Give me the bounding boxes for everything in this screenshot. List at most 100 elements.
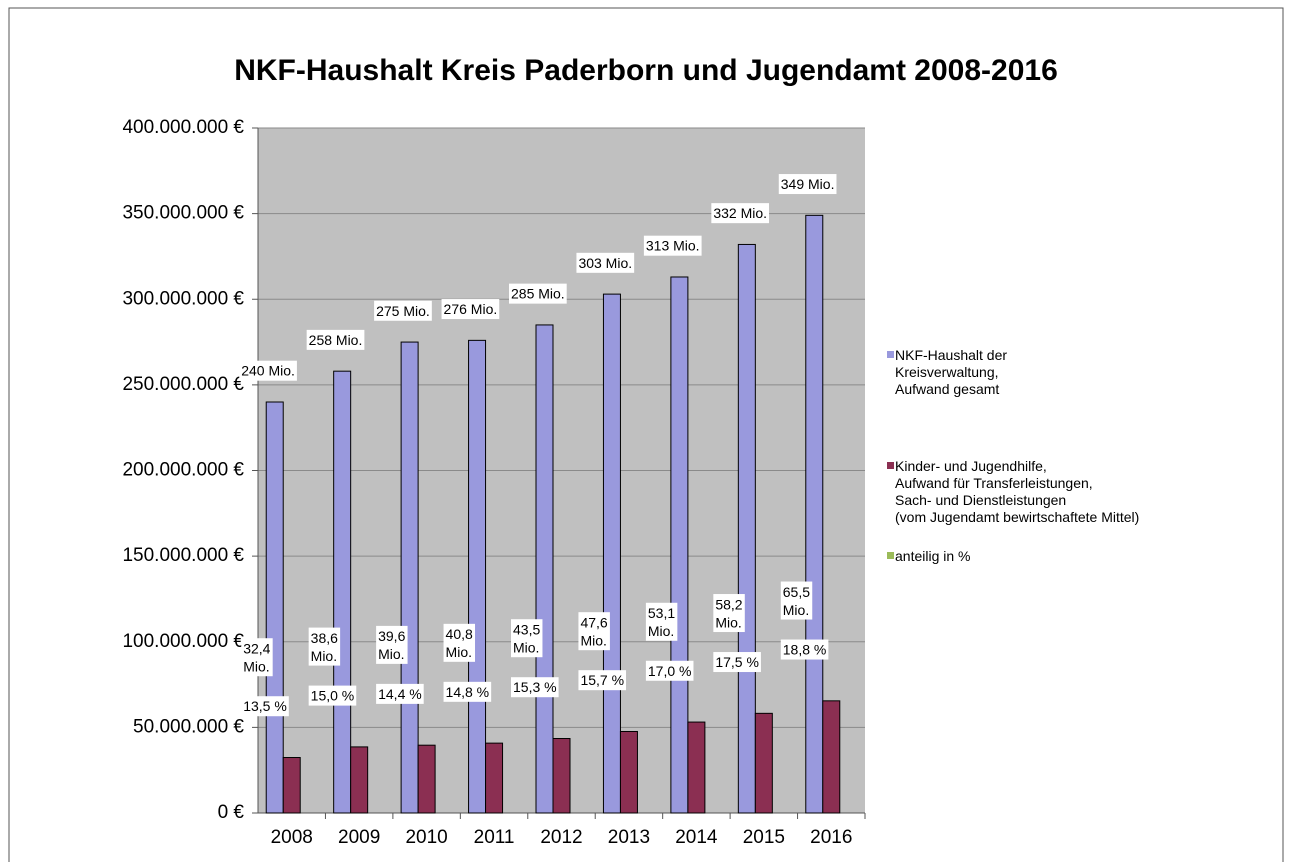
data-label: 15,3 % [513, 679, 557, 695]
bar [265, 401, 284, 814]
x-tick-label: 2009 [338, 827, 380, 848]
x-tick-label: 2011 [474, 827, 515, 848]
data-label: 53,1 Mio. [645, 602, 678, 641]
data-label: 43,5 Mio. [513, 621, 540, 655]
data-label: 285 Mio. [509, 283, 567, 304]
chart-title: NKF-Haushalt Kreis Paderborn und Jugenda… [234, 54, 1058, 87]
data-label: 38,6 Mio. [311, 630, 338, 664]
data-label-line: Mio. [715, 614, 741, 630]
data-label: 40,8 Mio. [446, 626, 473, 660]
data-label: 13,5 % [243, 698, 287, 714]
data-label-line: 38,6 [311, 630, 338, 646]
data-label: 15,0 % [308, 685, 357, 706]
data-label: 58,2 Mio. [715, 596, 742, 630]
data-label-bg [509, 283, 567, 304]
bar [468, 339, 487, 814]
data-label: 18,8 % [783, 642, 827, 658]
data-label: 58,2 Mio. [713, 594, 745, 633]
data-label: 258 Mio. [309, 332, 363, 348]
data-label-bg [443, 623, 476, 662]
bar [754, 712, 773, 814]
bar [552, 738, 571, 814]
data-label: 14,4 % [378, 686, 422, 702]
data-label: 39,6 Mio. [378, 628, 405, 662]
data-label: 349 Mio. [778, 174, 837, 195]
legend-swatch [887, 552, 894, 559]
bar [417, 744, 436, 814]
bar [350, 746, 369, 814]
data-label: 15,7 % [580, 672, 624, 688]
x-tick-label: 2008 [271, 827, 313, 848]
data-label-line: 32,4 [243, 640, 270, 656]
data-label: 258 Mio. [306, 329, 365, 350]
data-label-line: Mio. [783, 602, 809, 618]
data-label-bg [376, 625, 408, 664]
data-label-bg [308, 685, 357, 706]
data-label-bg [645, 660, 694, 681]
data-label: 17,5 % [715, 654, 759, 670]
data-label: 15,0 % [311, 688, 355, 704]
data-label-line: Mio. [513, 639, 539, 655]
data-label: 313 Mio. [646, 238, 700, 254]
bar [805, 214, 824, 814]
legend-swatch [887, 462, 894, 469]
y-tick-label: 200.000.000 € [122, 460, 244, 481]
y-tick-label: 150.000.000 € [122, 545, 244, 566]
data-label-bg [780, 639, 829, 660]
data-label-bg [241, 696, 289, 717]
legend-entry: NKF-Haushalt der Kreisverwaltung, Aufwan… [887, 347, 1008, 398]
data-label: 15,7 % [578, 670, 627, 691]
x-tick-label: 2012 [540, 827, 582, 848]
data-label-line: 53,1 [648, 605, 675, 621]
data-label: 240 Mio. [239, 360, 297, 381]
data-label-bg [441, 299, 500, 320]
data-label-line: 39,6 [378, 628, 405, 644]
data-label-line: 40,8 [446, 626, 473, 642]
data-label-line: Mio. [648, 623, 674, 639]
x-tick-label: 2010 [405, 827, 447, 848]
bar [737, 243, 756, 814]
data-label-bg [306, 329, 365, 350]
data-label: 275 Mio. [374, 300, 432, 321]
data-label-bg [713, 652, 761, 673]
data-label-bg [511, 677, 559, 698]
data-label: 47,6 Mio. [578, 612, 610, 651]
data-label: 332 Mio. [713, 205, 767, 221]
data-label-line: 47,6 [580, 614, 607, 630]
data-label: 38,6 Mio. [308, 627, 341, 666]
bar [822, 700, 841, 814]
data-label-bg [713, 594, 745, 633]
data-label: 32,4 Mio. [243, 640, 270, 674]
data-label: 40,8 Mio. [443, 623, 476, 662]
data-label-line: Mio. [311, 648, 337, 664]
data-label-bg [578, 612, 610, 651]
data-label-bg [374, 300, 432, 321]
data-label-bg [443, 681, 492, 702]
data-label: 285 Mio. [511, 286, 565, 302]
bar [333, 370, 352, 814]
bar [670, 276, 689, 814]
data-label-line: Mio. [243, 658, 269, 674]
data-label: 65,5 Mio. [783, 584, 810, 618]
data-label-bg [241, 638, 273, 677]
y-tick-label: 250.000.000 € [122, 374, 244, 395]
bar [282, 757, 301, 814]
legend-label: anteilig in % [895, 548, 971, 564]
data-label-bg [511, 619, 543, 658]
legend-label: Kinder- und Jugendhilfe, Aufwand für Tra… [895, 458, 1140, 525]
legend-label: NKF-Haushalt der Kreisverwaltung, Aufwan… [895, 347, 1008, 397]
data-label-bg [376, 683, 424, 704]
data-label-line: 58,2 [715, 596, 742, 612]
data-label-bg [645, 602, 678, 641]
data-label-bg [711, 203, 770, 224]
data-label: 65,5 Mio. [780, 581, 813, 620]
bar [400, 341, 419, 814]
data-label: 13,5 % [241, 696, 289, 717]
data-label: 17,0 % [648, 663, 692, 679]
data-label-bg [576, 252, 635, 273]
legend-swatch [887, 351, 894, 358]
data-label-bg [778, 174, 837, 195]
data-label: 14,8 % [446, 684, 490, 700]
